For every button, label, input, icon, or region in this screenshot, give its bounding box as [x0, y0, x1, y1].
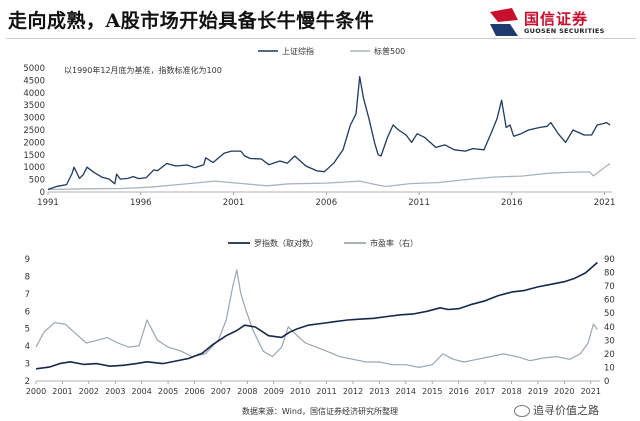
x-tick-label: 2021 — [581, 387, 601, 396]
y-tick-label-right: 80 — [604, 269, 615, 279]
logo-text-cn: 国信证券 — [524, 10, 589, 28]
x-tick-label: 2006 — [315, 198, 337, 208]
x-tick-label: 2020 — [554, 387, 574, 396]
y-tick-label: 500 — [29, 176, 45, 186]
x-tick-label: 2021 — [594, 198, 616, 208]
series-line — [35, 261, 598, 370]
data-source: 数据来源：Wind，国信证券经济研究所整理 — [241, 407, 399, 416]
series-line — [35, 269, 598, 368]
x-tick-label: 1996 — [130, 198, 152, 208]
logo-text-en: GUOSEN SECURITIES — [524, 27, 605, 35]
y-tick-label-left: 7 — [25, 290, 30, 300]
y-tick-label: 4500 — [23, 76, 45, 86]
y-tick-label-left: 3 — [25, 360, 30, 370]
y-tick-label-left: 5 — [25, 325, 30, 335]
legend-label: 市盈率（右） — [370, 238, 418, 248]
x-tick-label: 2010 — [290, 387, 310, 396]
chart-title: 走向成熟，A股市场开始具备长牛慢牛条件 — [8, 10, 375, 32]
y-tick-label-right: 0 — [604, 377, 609, 387]
title-divider — [6, 38, 636, 39]
x-tick-label: 2005 — [158, 387, 178, 396]
y-tick-label: 1500 — [23, 151, 45, 161]
x-tick-label: 1991 — [37, 198, 59, 208]
x-tick-label: 2003 — [105, 387, 125, 396]
y-tick-label-left: 4 — [25, 342, 30, 352]
legend-label: 罗指数（取对数） — [254, 238, 318, 248]
y-tick-label-right: 40 — [604, 323, 615, 333]
y-tick-label-right: 60 — [604, 296, 615, 306]
x-tick-label: 2000 — [26, 387, 46, 396]
guosen-logo: 国信证券 GUOSEN SECURITIES — [488, 6, 638, 40]
wechat-watermark: 追寻价值之路 — [514, 402, 599, 418]
x-tick-label: 2011 — [408, 198, 430, 208]
y-tick-label: 3000 — [23, 114, 45, 124]
x-tick-label: 2011 — [316, 387, 336, 396]
y-tick-label-right: 50 — [604, 309, 615, 319]
y-tick-label: 2500 — [23, 126, 45, 136]
x-tick-label: 2009 — [264, 387, 284, 396]
x-tick-label: 2001 — [52, 387, 72, 396]
x-tick-label: 2019 — [528, 387, 548, 396]
x-tick-label: 2014 — [396, 387, 416, 396]
x-tick-label: 2016 — [448, 387, 468, 396]
series-line — [47, 76, 611, 191]
x-tick-label: 2008 — [237, 387, 257, 396]
legend-label: 标普500 — [374, 46, 405, 56]
y-tick-label: 1000 — [23, 163, 45, 173]
guosen-logo-icon — [490, 8, 518, 36]
x-tick-label: 2015 — [422, 387, 442, 396]
x-tick-label: 2012 — [343, 387, 363, 396]
x-tick-label: 2013 — [369, 387, 389, 396]
y-tick-label-right: 30 — [604, 336, 615, 346]
y-tick-label-right: 10 — [604, 363, 615, 373]
wechat-icon — [514, 405, 530, 417]
chart-note: 以1990年12月底为基准，指数标准化为100 — [64, 65, 222, 75]
y-tick-label: 5000 — [23, 64, 45, 74]
y-tick-label-right: 90 — [604, 255, 615, 265]
watermark-text: 追寻价值之路 — [533, 404, 599, 417]
x-tick-label: 2004 — [131, 387, 151, 396]
y-tick-label-left: 8 — [25, 272, 30, 282]
y-tick-label: 3500 — [23, 101, 45, 111]
x-tick-label: 2018 — [501, 387, 521, 396]
x-tick-label: 2006 — [184, 387, 204, 396]
y-tick-label-right: 20 — [604, 350, 615, 360]
x-tick-label: 2016 — [501, 198, 523, 208]
legend-label: 上证综指 — [282, 46, 314, 56]
x-tick-label: 2007 — [211, 387, 231, 396]
y-tick-label: 0 — [40, 188, 45, 198]
x-tick-label: 2017 — [475, 387, 495, 396]
y-tick-label: 2000 — [23, 138, 45, 148]
y-tick-label-left: 9 — [25, 255, 30, 265]
y-tick-label: 4000 — [23, 89, 45, 99]
x-tick-label: 2001 — [223, 198, 245, 208]
y-tick-label-left: 2 — [25, 377, 30, 387]
series-line — [47, 162, 611, 191]
x-tick-label: 2002 — [79, 387, 99, 396]
y-tick-label-left: 6 — [25, 307, 30, 317]
chart-index-comparison: 0 500 1000 1500 2000 2500 3000 3500 4000 4500 5000… — [23, 46, 616, 208]
y-tick-label-right: 70 — [604, 282, 615, 292]
